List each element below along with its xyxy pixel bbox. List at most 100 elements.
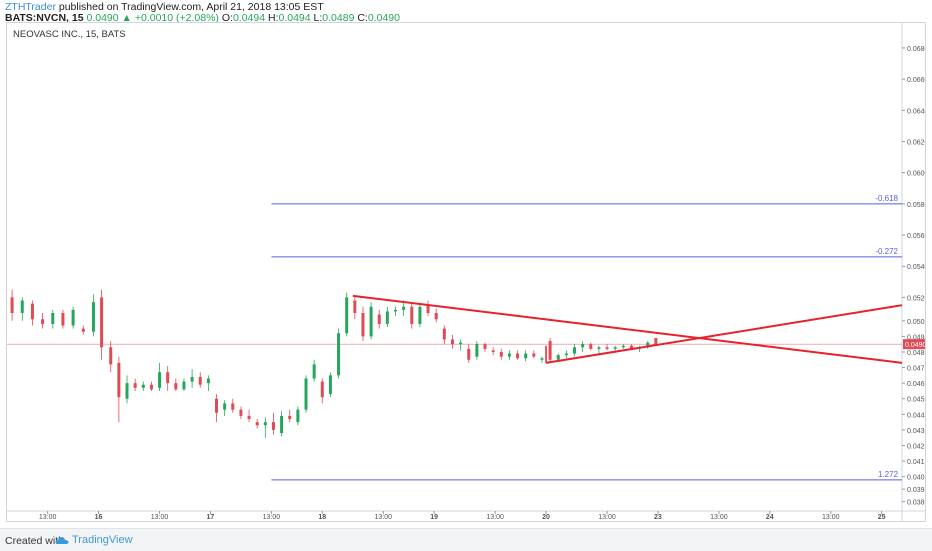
candle-body bbox=[467, 348, 471, 360]
fib-level-label: -0.618 bbox=[875, 194, 898, 203]
fib-level-label: -0.272 bbox=[875, 247, 898, 256]
candle-body bbox=[418, 306, 422, 324]
candle-body bbox=[280, 415, 284, 434]
candle-body bbox=[304, 378, 308, 410]
candle-body bbox=[182, 381, 186, 390]
candle-body bbox=[507, 353, 511, 357]
instrument-label: NEOVASC INC., 15, BATS bbox=[13, 29, 126, 40]
author-link[interactable]: ZTHTrader bbox=[5, 1, 56, 13]
candle-body bbox=[605, 347, 609, 349]
change-value: ▲ +0.0010 (+2.08%) bbox=[121, 12, 219, 24]
candle-body bbox=[30, 303, 34, 320]
x-tick-label: 24 bbox=[766, 514, 774, 521]
x-tick-label: 13:00 bbox=[710, 514, 728, 521]
candle-body bbox=[61, 312, 65, 326]
candle-body bbox=[426, 305, 430, 313]
candle-body bbox=[166, 372, 170, 384]
candle-body bbox=[91, 302, 95, 332]
candle-body bbox=[654, 337, 658, 345]
high-value: 0.0494 bbox=[278, 12, 311, 24]
candle-body bbox=[548, 341, 552, 360]
published-text: published on TradingView.com, April 21, … bbox=[58, 1, 324, 13]
candle-body bbox=[206, 378, 210, 384]
tradingview-brand[interactable]: TradingView bbox=[55, 534, 133, 546]
candle-body bbox=[491, 350, 495, 352]
candle-body bbox=[369, 306, 373, 337]
candle-body bbox=[288, 415, 292, 420]
candle-body bbox=[402, 306, 406, 310]
candle-body bbox=[613, 347, 617, 349]
candle-body bbox=[190, 376, 194, 382]
candle-body bbox=[629, 345, 633, 349]
candle-body bbox=[239, 409, 243, 416]
candle-body bbox=[81, 328, 85, 332]
candle-body bbox=[646, 342, 650, 348]
candle-body bbox=[320, 381, 324, 398]
x-tick-label: 13:00 bbox=[375, 514, 393, 521]
x-tick-label: 13:00 bbox=[39, 514, 57, 521]
candle-body bbox=[361, 312, 365, 337]
candle-body bbox=[198, 376, 202, 385]
brand-label: TradingView bbox=[72, 534, 133, 546]
candle-body bbox=[394, 309, 398, 312]
candle-body bbox=[450, 339, 454, 345]
candle-body bbox=[133, 383, 137, 388]
close-label: C: bbox=[357, 12, 368, 24]
x-tick-label: 20 bbox=[542, 514, 550, 521]
footer-bar: Created with TradingView bbox=[0, 528, 932, 551]
y-tick-label: 0.0397 bbox=[907, 487, 925, 494]
x-tick-label: 17 bbox=[207, 514, 215, 521]
candle-body bbox=[100, 297, 104, 348]
x-tick-label: 18 bbox=[318, 514, 326, 521]
y-tick-label: 0.0465 bbox=[907, 381, 925, 388]
symbol-label: BATS:NVCN, 15 bbox=[5, 12, 84, 24]
candle-body bbox=[540, 358, 544, 360]
candle-body bbox=[345, 297, 349, 334]
candle-body bbox=[141, 384, 145, 388]
candle-body bbox=[328, 375, 332, 395]
x-tick-label: 13:00 bbox=[822, 514, 840, 521]
cloud-logo-icon bbox=[55, 536, 69, 544]
candle-body bbox=[41, 319, 45, 324]
publish-info: ZTHTrader published on TradingView.com, … bbox=[5, 1, 324, 13]
trendline-lower-support bbox=[545, 304, 903, 364]
last-price-label: 0.0490 bbox=[905, 342, 925, 349]
candle-body bbox=[483, 344, 487, 349]
low-label: L: bbox=[313, 12, 323, 24]
candle-body bbox=[271, 422, 275, 430]
candle-body bbox=[337, 333, 341, 376]
x-tick-label: 16 bbox=[95, 514, 103, 521]
candle-body bbox=[353, 300, 357, 313]
y-tick-label: 0.0405 bbox=[907, 475, 925, 482]
y-tick-label: 0.0475 bbox=[907, 366, 925, 373]
candle-body bbox=[581, 344, 585, 348]
low-value: 0.0489 bbox=[322, 12, 355, 24]
open-value: 0.0494 bbox=[232, 12, 266, 24]
candle-body bbox=[532, 353, 536, 357]
candle-body bbox=[442, 328, 446, 340]
candle-body bbox=[174, 383, 178, 390]
candle-body bbox=[434, 312, 438, 320]
candle-body bbox=[516, 353, 520, 359]
candle-body bbox=[573, 347, 577, 354]
candle-body bbox=[158, 372, 162, 388]
candle-body bbox=[410, 306, 414, 324]
x-tick-label: 25 bbox=[878, 514, 886, 521]
candle-body bbox=[312, 364, 316, 379]
fib-level-label: 1.272 bbox=[878, 470, 899, 479]
candle-body bbox=[459, 342, 463, 345]
last-close-value: 0.0490 bbox=[86, 12, 119, 24]
candle-body bbox=[589, 344, 593, 349]
candle-body bbox=[296, 409, 300, 423]
close-value: 0.0490 bbox=[367, 12, 400, 24]
candle-body bbox=[597, 347, 601, 349]
candle-body bbox=[71, 309, 75, 326]
candle-body bbox=[621, 345, 625, 348]
last-price-tag bbox=[903, 339, 925, 350]
